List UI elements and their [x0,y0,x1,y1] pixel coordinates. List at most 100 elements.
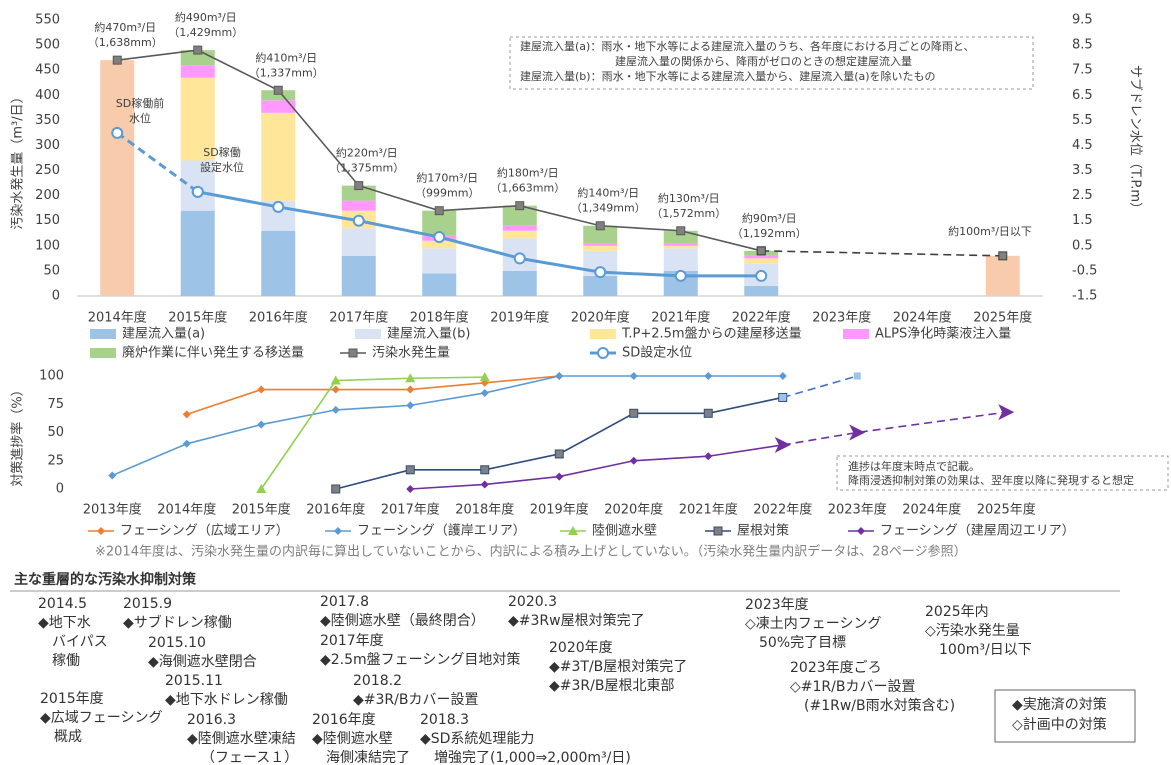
measure-text: ◇凍土内フェーシング [745,616,882,632]
marker [182,439,191,448]
line [260,376,485,490]
legend-label: フェーシング（建屋周辺エリア） [880,524,1075,539]
measure-text: バイパス [52,634,108,650]
rainfall-label: （999mm） [415,187,479,200]
value-label: 約470m³/日 [94,20,156,34]
legend-swatch [90,348,116,358]
bar-segment [502,230,537,239]
bar-segment [583,225,618,244]
bar-segment [180,77,215,161]
measure-date: 2020.3 [508,594,557,610]
note: 降雨浸透抑制対策の効果は、翌年度以降に発現すると想定 [848,473,1134,487]
line [410,444,783,490]
bar-segment [261,90,296,101]
legend-label: ALPS浄化時薬液注入量 [875,327,1011,342]
marker [849,424,866,441]
x-tick-label: 2021年度 [679,502,738,518]
measure-date: 2015.11 [165,673,223,689]
marker [352,214,365,227]
annotation: 水位 [129,111,151,125]
y2-axis-label: サブドレン水位（T.P.m） [1128,65,1144,215]
section-title: 主な重層的な汚染水抑制対策 [14,571,197,588]
legend-label: ◇計画中の対策 [1012,716,1107,733]
value-label: 約90m³/日 [742,211,797,225]
marker [555,372,564,380]
measure-text: 100m³/日以下 [939,642,1032,658]
marker [756,246,766,256]
bar-segment [422,273,457,296]
marker [97,527,105,535]
x-tick-label: 2023年度 [828,502,887,518]
rainfall-label: （1,638mm） [88,36,163,49]
legend-label: 汚染水発生量 [372,346,450,361]
legend-label: SD設定水位 [622,345,692,361]
measure-text: ◆陸側遮水壁（最終閉合） [320,613,485,629]
marker [853,372,861,380]
x-tick-label: 2013年度 [83,502,142,518]
measure-text: ◇#1R/Bカバー設置 [790,679,915,695]
line [761,250,1003,257]
rainfall-label: （1,192mm） [732,227,807,240]
bar-segment [261,100,296,113]
marker [704,372,713,380]
value-label: 約220m³/日 [336,146,398,160]
y-tick-label: 75 [47,397,64,412]
y2-tick-label: -1.5 [1072,289,1097,304]
bar-segment [180,210,215,296]
marker [434,206,444,216]
rainfall-label: （1,375mm） [329,162,404,175]
x-tick-label: 2018年度 [455,502,514,518]
marker [256,484,267,493]
measure-text: 増強完了(1,000⇒2,000m³/日) [434,750,631,765]
marker [406,485,415,493]
measure-text: ◇汚染水発生量 [925,623,1020,639]
y-tick-label: 500 [35,38,60,53]
y2-tick-label: 0.5 [1072,238,1093,253]
y2-tick-label: 1.5 [1072,213,1093,228]
bar-segment [261,230,296,296]
bar-segment [180,65,215,78]
marker [674,269,687,282]
value-label: 約140m³/日 [577,186,639,200]
bar-segment [341,185,376,201]
marker [998,404,1015,421]
x-tick-label: 2019年度 [530,502,589,518]
marker [676,226,686,236]
marker [629,456,638,465]
measure-date: 2015年度 [40,691,104,707]
line [197,190,762,278]
marker [568,526,578,535]
measure-date: 2023年度ごろ [790,660,882,676]
marker [331,385,340,394]
value-label: 約170m³/日 [416,171,478,185]
x-tick-label: 2016年度 [249,310,308,326]
bar-segment [341,200,376,211]
measure-date: 2014.5 [38,596,87,612]
bar-segment [663,248,698,271]
legend-label: 屋根対策 [737,523,789,539]
y2-tick-label: 8.5 [1072,38,1093,53]
legend-swatch [90,329,116,339]
line [782,375,858,399]
measure-date: 2018.3 [420,712,469,728]
measure-date: 2023年度 [745,597,809,613]
measure-text: ◆SD系統処理能力 [420,731,534,747]
y2-tick-label: 7.5 [1072,63,1093,78]
measure-text: ◆陸側遮水壁凍結 [187,731,296,747]
measure-text: ◆サブドレン稼働 [123,614,232,631]
marker [597,347,609,359]
marker [406,385,415,394]
y-tick-label: 300 [35,138,60,153]
legend-label: フェーシング（広域エリア） [120,524,289,539]
marker [594,266,607,279]
y2-tick-label: 4.5 [1072,138,1093,153]
bar-segment [341,255,376,296]
legend-label: 建屋流入量(a) [122,327,205,342]
bar-segment [744,285,779,296]
rainfall-label: （1,429mm） [168,26,243,39]
measure-date: 2016.3 [187,712,236,728]
measure-date: 2017.8 [320,594,369,610]
measure-text: 50%完了目標 [759,635,846,651]
annotation: SD稼働前 [116,96,164,110]
x-tick-label: 2017年度 [381,502,440,518]
